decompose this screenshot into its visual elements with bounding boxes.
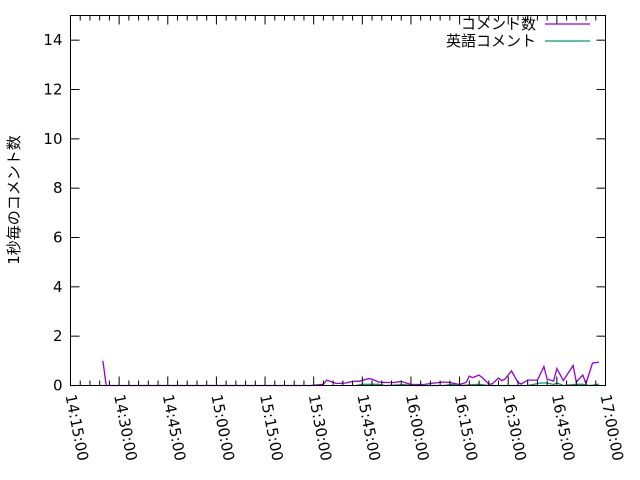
x-tick-label: 16:00:00: [402, 393, 433, 463]
x-tick-label: 15:45:00: [353, 393, 384, 463]
x-tick-label: 15:15:00: [256, 393, 287, 463]
legend-label: コメント数: [461, 15, 536, 33]
x-tick-label: 14:30:00: [110, 393, 141, 463]
y-tick-label: 4: [53, 278, 63, 296]
ticks: 0 2 4 6 8 10 12 14 14:15:00 14:30:00 14:45:00 15:00…: [43, 15, 628, 463]
y-tick-label: 14: [43, 31, 62, 49]
x-tick-label: 17:00:00: [597, 393, 628, 463]
x-tick-label: 14:45:00: [159, 393, 190, 463]
series-line: [102, 360, 600, 387]
y-axis-label: 1秒毎のコメント数: [5, 135, 23, 265]
x-tick-label: 16:45:00: [548, 393, 579, 463]
y-tick-label: 0: [53, 377, 63, 395]
legend-label: 英語コメント: [446, 32, 536, 50]
y-tick-label: 2: [53, 327, 63, 345]
x-tick-label: 16:30:00: [499, 393, 530, 463]
y-tick-label: 12: [43, 81, 62, 99]
x-tick-label: 16:15:00: [451, 393, 482, 463]
x-tick-label: 15:00:00: [207, 393, 238, 463]
x-tick-label: 14:15:00: [62, 393, 93, 463]
y-tick-label: 10: [43, 130, 62, 148]
x-tick-label: 15:30:00: [305, 393, 336, 463]
y-tick-label: 8: [53, 179, 63, 197]
y-tick-label: 6: [53, 229, 63, 247]
plot-border: [70, 15, 606, 386]
